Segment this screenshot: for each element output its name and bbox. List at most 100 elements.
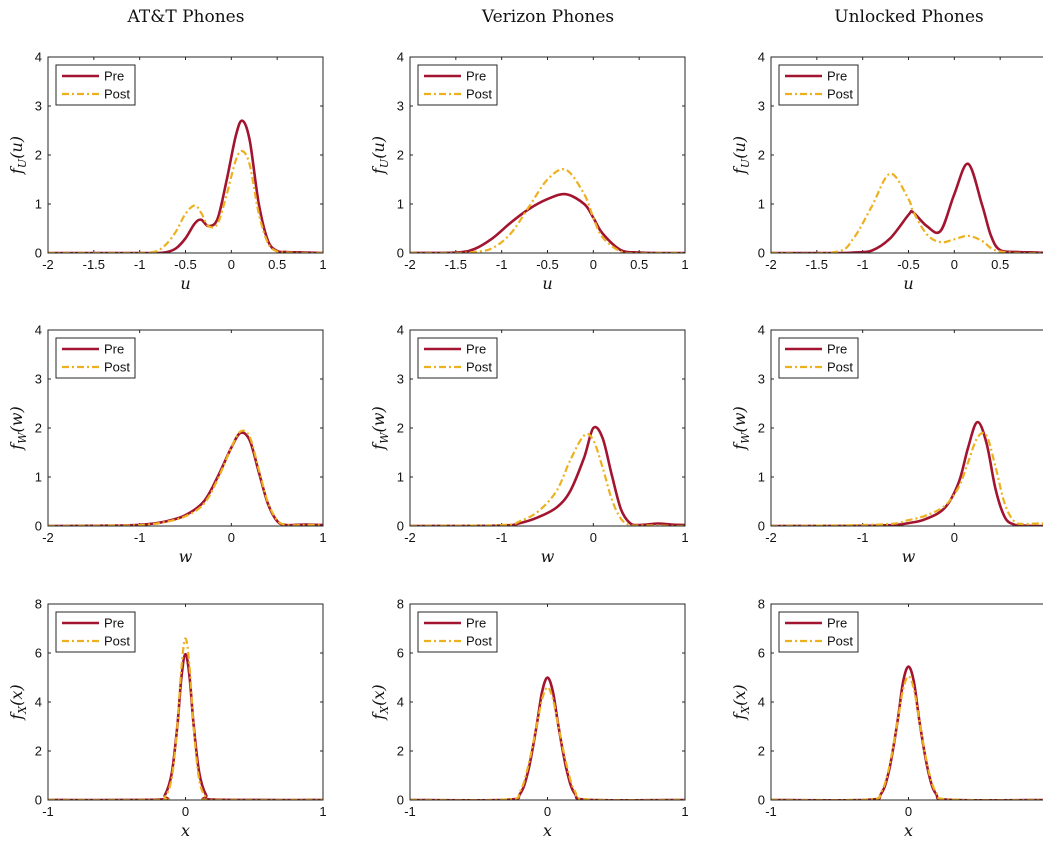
legend-label-pre: Pre: [104, 616, 124, 631]
x-tick-label: -1: [857, 530, 869, 545]
x-tick-label: 0: [905, 804, 912, 819]
panel-1-1: -2 -1.5 -1 -0.5 0 0.5 1 0 1 2 3 4 Pre Post u fU(u): [7, 50, 327, 294]
y-axis-label: fW(w): [369, 406, 391, 450]
x-axis-label: x: [543, 821, 552, 840]
legend-box: [778, 64, 859, 106]
y-tick-label: 8: [35, 597, 42, 612]
legend-label-pre: Pre: [466, 342, 486, 357]
series-line-post: [48, 429, 323, 526]
x-tick-label: 0: [951, 257, 958, 272]
y-tick-label: 4: [758, 50, 765, 65]
axes-box: [770, 56, 1043, 254]
y-tick-label: 8: [758, 597, 765, 612]
legend: Pre Post: [778, 64, 859, 106]
y-tick-label: 0: [397, 519, 404, 534]
legend-label-post: Post: [827, 87, 853, 102]
legend: Pre Post: [778, 337, 859, 379]
legend-label-post: Post: [104, 360, 130, 375]
y-axis-label: fW(w): [730, 406, 752, 450]
y-tick-label: 0: [35, 519, 42, 534]
legend-label-post: Post: [104, 634, 130, 649]
axes-box: [47, 56, 324, 254]
x-tick-label: -2: [765, 530, 777, 545]
column-title-unlocked: Unlocked Phones: [834, 7, 983, 27]
x-tick-label: -1: [134, 257, 146, 272]
y-tick-label: 6: [397, 646, 404, 661]
y-axis-label: fU(u): [730, 136, 752, 175]
y-tick-label: 0: [35, 793, 42, 808]
legend: Pre Post: [417, 337, 498, 379]
y-tick-label: 2: [35, 744, 42, 759]
series-line-post: [48, 637, 323, 800]
y-tick-label: 0: [397, 246, 404, 261]
x-tick-label: 0: [590, 530, 597, 545]
y-axis-label: fX(x): [7, 684, 29, 720]
x-tick-label: 0: [590, 257, 597, 272]
x-tick-label: -2: [765, 257, 777, 272]
y-tick-label: 3: [35, 372, 42, 387]
x-tick-label: -1: [134, 530, 146, 545]
y-tick-label: 3: [397, 372, 404, 387]
x-axis-label: w: [902, 547, 916, 566]
x-axis-label: u: [903, 274, 913, 293]
x-tick-label: 1: [681, 257, 688, 272]
x-tick-label: -0.5: [897, 257, 919, 272]
y-tick-label: 4: [758, 323, 765, 338]
x-axis-label: x: [904, 821, 913, 840]
legend: Pre Post: [417, 611, 498, 653]
y-tick-label: 4: [35, 50, 42, 65]
panel-2-1: -2 -1 0 1 0 1 2 3 4 Pre Post w fW(w): [7, 323, 327, 567]
legend-label-post: Post: [827, 360, 853, 375]
legend-label-pre: Pre: [104, 69, 124, 84]
y-tick-label: 3: [397, 99, 404, 114]
y-tick-label: 4: [397, 323, 404, 338]
legend: Pre Post: [778, 611, 859, 653]
y-tick-label: 6: [35, 646, 42, 661]
x-tick-label: -1: [496, 530, 508, 545]
series-line-pre: [410, 192, 685, 253]
x-tick-label: 0: [182, 804, 189, 819]
x-tick-label: 0: [228, 530, 235, 545]
y-tick-label: 0: [758, 519, 765, 534]
y-tick-label: 2: [35, 148, 42, 163]
x-tick-label: -2: [404, 530, 416, 545]
x-tick-label: -1: [404, 804, 416, 819]
series-line-post: [771, 172, 1043, 253]
y-axis-label: fX(x): [730, 684, 752, 720]
legend: Pre Post: [55, 64, 136, 106]
y-tick-label: 1: [35, 197, 42, 212]
panel-2-2: -2 -1 0 1 0 1 2 3 4 Pre Post w fW(w): [369, 323, 689, 567]
x-tick-label: 1: [319, 804, 326, 819]
column-title-verizon: Verizon Phones: [481, 7, 614, 27]
legend-box: [417, 337, 498, 379]
x-tick-label: -1: [765, 804, 777, 819]
legend-label-pre: Pre: [466, 616, 486, 631]
legend-label-post: Post: [466, 634, 492, 649]
legend-label-post: Post: [827, 634, 853, 649]
column-title-att: AT&T Phones: [127, 7, 245, 27]
y-tick-label: 2: [397, 421, 404, 436]
x-axis-label: x: [181, 821, 190, 840]
x-axis-label: u: [180, 274, 190, 293]
panel-2-3: -2 -1 0 0 1 2 3 4 Pre Post w fW(w): [730, 323, 1043, 566]
x-tick-label: -2: [42, 530, 54, 545]
legend-label-post: Post: [466, 87, 492, 102]
y-axis-label: fX(x): [369, 684, 391, 720]
x-tick-label: -2: [404, 257, 416, 272]
y-tick-label: 0: [397, 793, 404, 808]
x-tick-label: 1: [681, 530, 688, 545]
y-tick-label: 6: [758, 646, 765, 661]
panel-1-2: -2 -1.5 -1 -0.5 0 0.5 1 0 1 2 3 4 Pre Post u fU(u): [369, 50, 689, 294]
y-tick-label: 4: [35, 695, 42, 710]
panel-1-3: -2 -1.5 -1 -0.5 0 0.5 0 1 2 3 4 Pre Post u fU(u): [730, 50, 1043, 293]
x-tick-label: -1: [42, 804, 54, 819]
legend-box: [55, 611, 136, 653]
legend-label-post: Post: [466, 360, 492, 375]
axes-box: [409, 56, 686, 254]
axes-box: [770, 329, 1043, 527]
legend-box: [55, 64, 136, 106]
x-tick-label: 0: [951, 530, 958, 545]
x-tick-label: -1.5: [445, 257, 467, 272]
x-tick-label: 0.5: [630, 257, 648, 272]
